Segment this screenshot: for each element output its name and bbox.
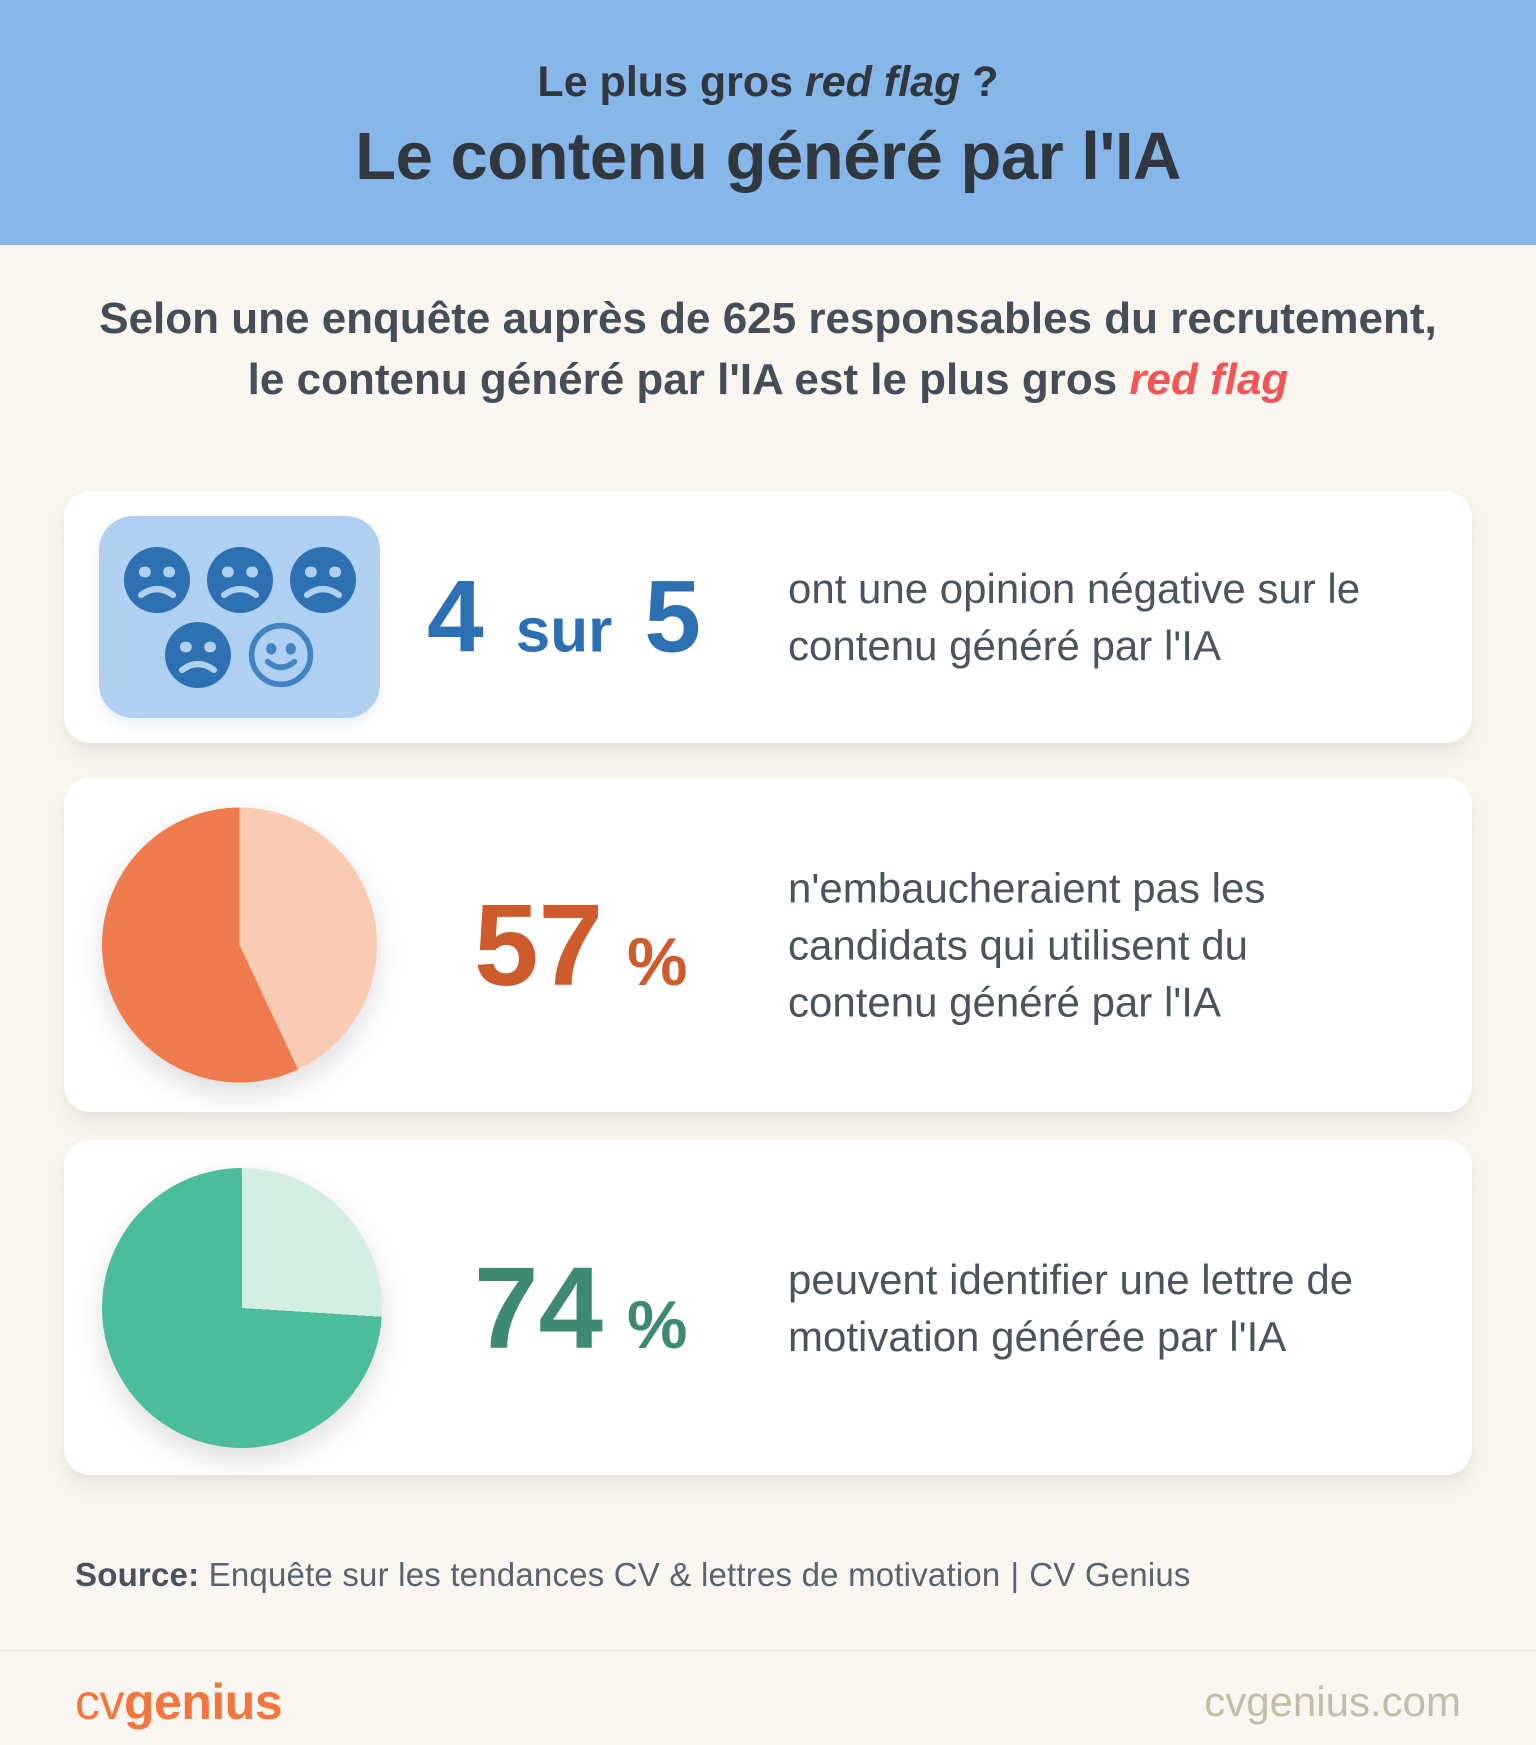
pie-chart-74 bbox=[102, 1167, 382, 1448]
footer-bar: cvgenius cvgenius.com bbox=[0, 1650, 1536, 1745]
pie-chart-57 bbox=[102, 807, 377, 1083]
stat-description: ont une opinion négative sur le contenu … bbox=[788, 560, 1360, 674]
header-kicker: Le plus gros red flag ? bbox=[0, 58, 1536, 107]
sad-face-icon bbox=[165, 621, 231, 688]
page-title: Le contenu généré par l'IA bbox=[355, 119, 1181, 194]
stat-card-opinion: 4 sur 5 ont une opinion négative sur le … bbox=[64, 491, 1472, 743]
intro-red-flag-accent: red flag bbox=[1129, 355, 1289, 404]
website-url: cvgenius.com bbox=[1204, 1678, 1461, 1725]
source-text: Enquête sur les tendances CV & lettres d… bbox=[208, 1556, 1001, 1593]
logo-genius: genius bbox=[124, 1674, 283, 1730]
stat-number: 57 bbox=[474, 880, 604, 1010]
stat-value-74: 74 % bbox=[474, 1241, 688, 1375]
stat-value-4-sur-5: 4 sur 5 bbox=[427, 559, 701, 676]
kicker-post: ? bbox=[960, 58, 999, 106]
description-line: motivation générée par l'IA bbox=[788, 1312, 1287, 1360]
header-banner: Le plus gros red flag ? Le contenu génér… bbox=[0, 0, 1536, 245]
kicker-pre: Le plus gros bbox=[537, 58, 806, 106]
description-line: n'embaucheraient pas les bbox=[788, 864, 1266, 912]
stat-connector: sur bbox=[515, 596, 613, 666]
sad-face-icon bbox=[289, 546, 356, 613]
stat-number: 74 bbox=[474, 1242, 604, 1373]
description-line: peuvent identifier une lettre de bbox=[788, 1255, 1354, 1303]
percent-sign: % bbox=[627, 1286, 688, 1363]
description-line: ont une opinion négative sur le bbox=[788, 565, 1361, 612]
description-line: contenu généré par l'IA bbox=[788, 978, 1221, 1026]
source-attribution: CV Genius bbox=[1029, 1556, 1191, 1593]
logo-cv: cv bbox=[75, 1674, 125, 1730]
sad-face-icon bbox=[206, 546, 273, 613]
stat-card-hiring: 57 % n'embaucheraient pas les candidats … bbox=[64, 778, 1472, 1112]
face-row bbox=[123, 546, 356, 613]
intro-line2: le contenu généré par l'IA est le plus g… bbox=[247, 355, 1130, 404]
stat-denominator: 5 bbox=[644, 559, 701, 674]
emoji-panel bbox=[99, 516, 380, 718]
description-line: candidats qui utilisent du bbox=[788, 921, 1248, 969]
source-divider: | bbox=[1010, 1556, 1020, 1593]
description-line: contenu généré par l'IA bbox=[788, 622, 1221, 669]
kicker-italic: red flag bbox=[805, 58, 961, 106]
stat-description: n'embaucheraient pas les candidats qui u… bbox=[788, 860, 1265, 1031]
intro-text: Selon une enquête auprès de 625 responsa… bbox=[0, 288, 1536, 410]
face-row bbox=[165, 621, 314, 688]
stat-value-57: 57 % bbox=[474, 878, 688, 1012]
source-note: Source: Enquête sur les tendances CV & l… bbox=[75, 1556, 1191, 1594]
stat-card-detection: 74 % peuvent identifier une lettre de mo… bbox=[64, 1140, 1472, 1475]
intro-line1: Selon une enquête auprès de 625 responsa… bbox=[99, 294, 1437, 343]
brand-logo: cvgenius bbox=[75, 1673, 283, 1731]
sad-face-icon bbox=[123, 546, 190, 613]
stat-description: peuvent identifier une lettre de motivat… bbox=[788, 1251, 1353, 1365]
source-label: Source: bbox=[75, 1556, 200, 1593]
percent-sign: % bbox=[627, 924, 688, 1000]
happy-face-icon bbox=[248, 622, 314, 688]
stat-numerator: 4 bbox=[427, 559, 484, 674]
